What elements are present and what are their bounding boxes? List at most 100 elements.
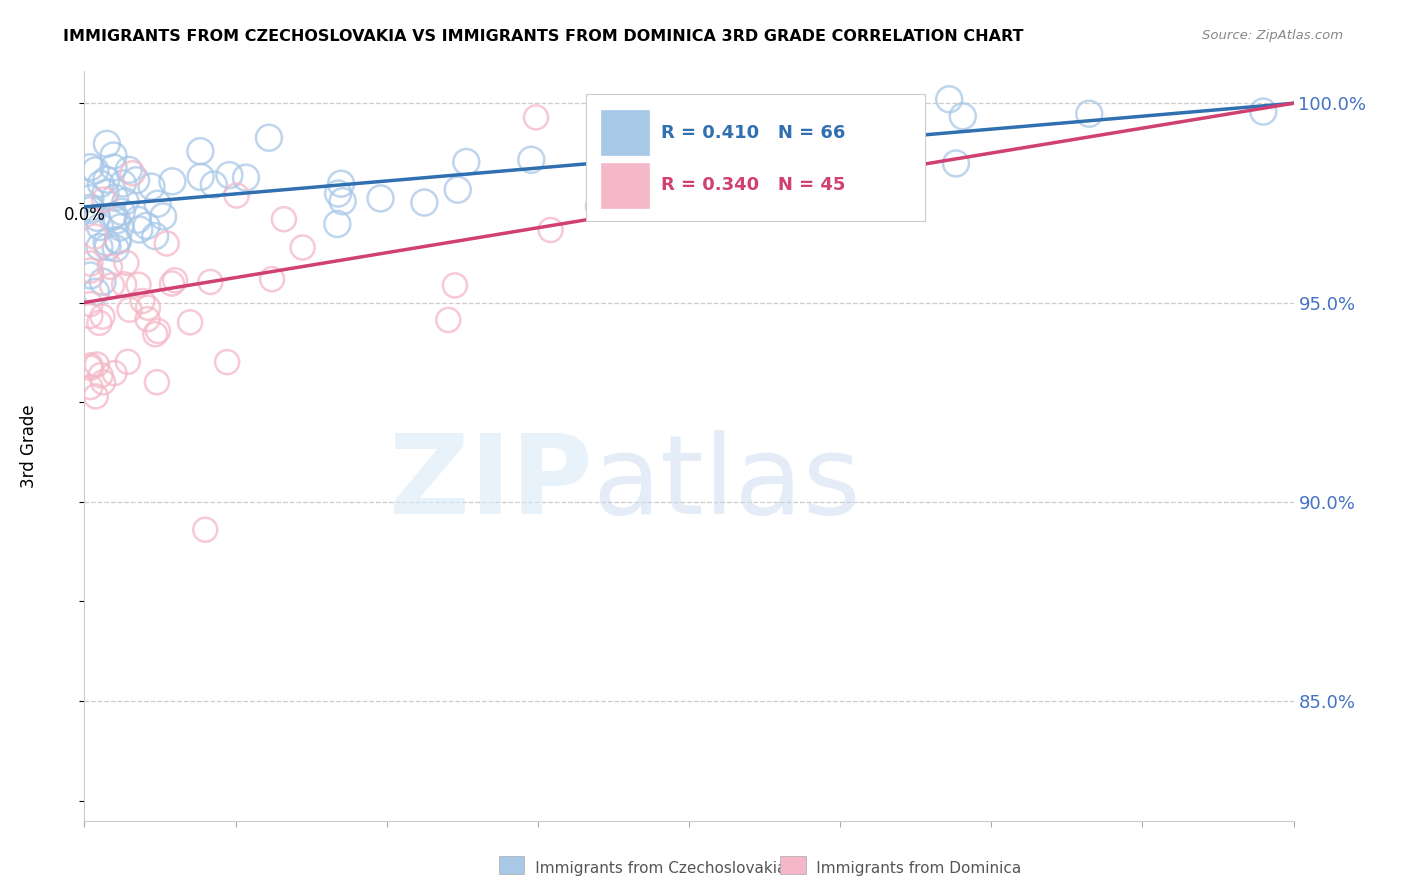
Point [614,126,637,140]
Point [96,172,118,186]
Point [190,169,212,184]
Point [79,256,101,270]
Point [103,209,125,223]
Point [217,355,239,369]
Point [101,278,124,293]
Point [83,229,105,244]
Point [634,128,657,142]
Point [162,174,184,188]
Point [96,136,118,151]
Point [86,211,108,225]
Point [273,212,295,227]
Point [96,240,118,254]
Point [104,242,127,256]
Point [891,148,914,162]
Point [79,380,101,394]
Point [218,168,240,182]
Point [121,166,143,180]
Point [520,153,543,167]
Text: Source: ZipAtlas.com: Source: ZipAtlas.com [1202,29,1343,42]
Point [330,177,353,191]
Point [152,210,174,224]
Point [115,256,138,270]
Point [118,162,141,177]
Point [952,109,974,123]
Point [107,234,129,248]
Point [146,196,169,211]
Point [112,277,135,292]
Point [90,177,112,191]
Point [143,327,166,342]
Point [938,92,960,106]
Point [202,178,225,192]
Point [332,194,354,209]
Text: R = 0.340   N = 45: R = 0.340 N = 45 [661,177,845,194]
Point [103,148,125,162]
Point [111,177,134,191]
Point [413,195,436,210]
Point [257,130,280,145]
Point [143,229,166,244]
Point [114,194,136,209]
Point [856,117,879,131]
Point [524,111,547,125]
Text: Immigrants from Czechoslovakia: Immigrants from Czechoslovakia [506,861,786,876]
Point [135,219,157,233]
Point [79,263,101,277]
Point [447,183,470,197]
Point [194,523,217,537]
Point [111,204,134,219]
Point [91,376,114,390]
Point [105,213,128,227]
Point [107,233,129,247]
Point [141,179,163,194]
Point [127,212,149,227]
Point [200,275,222,289]
Point [156,236,179,251]
Point [291,240,314,254]
Point [104,191,127,205]
FancyBboxPatch shape [600,111,650,155]
Text: 0.0%: 0.0% [63,206,105,224]
Point [588,199,610,213]
FancyBboxPatch shape [586,94,925,221]
Point [103,366,125,380]
Point [89,240,111,254]
Point [90,368,112,383]
Point [79,297,101,311]
Text: ZIP: ZIP [389,430,592,537]
Point [79,359,101,373]
Point [125,173,148,187]
Point [79,360,101,375]
Point [540,223,562,237]
Point [128,222,150,236]
Point [128,277,150,292]
Text: atlas: atlas [592,430,860,537]
Point [326,217,349,231]
Point [146,376,169,390]
Point [262,272,284,286]
Point [98,260,121,274]
Point [103,161,125,175]
Point [79,201,101,215]
Point [146,324,169,338]
Point [94,186,117,200]
Point [456,155,478,169]
Point [89,316,111,330]
Point [118,302,141,317]
Point [101,210,124,224]
Point [86,358,108,372]
Point [79,268,101,283]
Point [437,313,460,327]
Point [745,161,768,176]
Point [235,170,257,185]
Point [136,301,159,315]
Point [108,220,131,235]
Point [225,188,247,202]
FancyBboxPatch shape [600,162,650,208]
Point [131,293,153,308]
Point [89,219,111,234]
Point [136,312,159,326]
Text: IMMIGRANTS FROM CZECHOSLOVAKIA VS IMMIGRANTS FROM DOMINICA 3RD GRADE CORRELATION: IMMIGRANTS FROM CZECHOSLOVAKIA VS IMMIGR… [63,29,1024,44]
Point [370,191,392,205]
